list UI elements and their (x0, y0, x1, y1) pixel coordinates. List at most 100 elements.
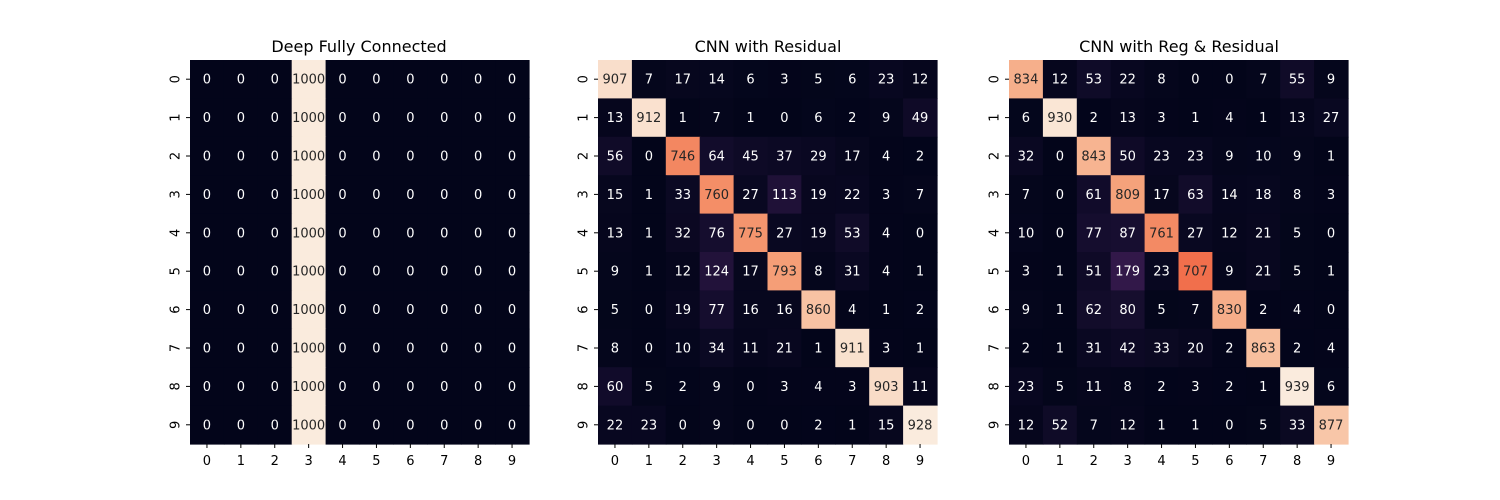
cell-value-label: 6 (814, 111, 822, 126)
heatmap-cell (903, 290, 938, 330)
cell-value-label: 0 (203, 188, 211, 203)
heatmap-cell (495, 213, 530, 253)
cell-value-label: 11 (1085, 380, 1102, 395)
cell-value-label: 32 (674, 226, 691, 241)
x-tick-label: 9 (916, 454, 924, 469)
heatmap-cell (835, 367, 870, 407)
cell-value-label: 0 (271, 265, 279, 280)
heatmap-cell (1212, 328, 1247, 368)
cell-value-label: 0 (372, 150, 380, 165)
cell-value-label: 2 (814, 418, 822, 433)
cell-value-label: 2 (1157, 380, 1165, 395)
cell-value-label: 0 (508, 380, 516, 395)
x-tick-label: 2 (1090, 454, 1098, 469)
heatmap-cell (869, 60, 904, 99)
cell-value-label: 13 (607, 226, 624, 241)
cell-value-label: 0 (372, 265, 380, 280)
x-tick-label: 3 (1124, 454, 1132, 469)
y-tick-label: 0 (577, 75, 592, 83)
heatmap-cell (598, 213, 633, 253)
cell-value-label: 8 (1157, 73, 1165, 88)
heatmap-cell (665, 98, 701, 138)
cell-value-label: 15 (878, 418, 895, 433)
heatmap-cell (393, 175, 428, 215)
heatmap-cell (1246, 60, 1281, 99)
heatmap-cell (1144, 328, 1180, 368)
cell-value-label: 23 (1153, 150, 1170, 165)
heatmap-cell (359, 290, 394, 330)
x-tick-label: 8 (474, 454, 482, 469)
heatmap-cell (1009, 213, 1044, 253)
cell-value-label: 3 (1191, 380, 1199, 395)
heatmap-cell (598, 328, 633, 368)
x-tick-label: 5 (780, 454, 788, 469)
heatmap-cell (1178, 252, 1213, 291)
heatmap-cell (427, 98, 462, 138)
heatmap-cell (1178, 98, 1213, 138)
cell-value-label: 0 (746, 380, 754, 395)
heatmap-cell (495, 367, 530, 407)
cell-value-label: 3 (1157, 111, 1165, 126)
cell-value-label: 15 (607, 188, 624, 203)
heatmap-cell (1314, 213, 1349, 253)
y-tick-label: 9 (988, 421, 1003, 429)
cell-value-label: 33 (1289, 418, 1306, 433)
heatmap-cell (733, 252, 769, 291)
heatmap-cell (393, 328, 428, 368)
heatmap-cell (1144, 136, 1180, 176)
cell-value-label: 2 (1225, 380, 1233, 395)
cell-value-label: 0 (271, 303, 279, 318)
heatmap-cell (359, 252, 394, 291)
cell-value-label: 0 (237, 111, 245, 126)
cell-value-label: 179 (1115, 265, 1140, 280)
cell-value-label: 33 (1153, 342, 1170, 357)
heatmap-cell (733, 136, 769, 176)
cell-value-label: 0 (746, 418, 754, 433)
cell-value-label: 0 (372, 73, 380, 88)
cell-value-label: 0 (508, 226, 516, 241)
cell-value-label: 843 (1081, 150, 1106, 165)
cell-value-label: 0 (237, 226, 245, 241)
cell-value-label: 5 (1259, 418, 1267, 433)
y-tick-label: 4 (169, 229, 184, 237)
heatmap-cell (1042, 60, 1078, 99)
heatmap-cell (733, 213, 769, 253)
cell-value-label: 45 (742, 150, 759, 165)
heatmap-cell (1042, 328, 1078, 368)
cell-value-label: 1000 (292, 226, 325, 241)
heatmap-cell (1314, 367, 1349, 407)
cell-value-label: 11 (912, 380, 929, 395)
cell-value-label: 3 (1327, 188, 1335, 203)
heatmap-cell (495, 405, 530, 445)
heatmap-cell (1212, 213, 1247, 253)
cell-value-label: 746 (670, 150, 695, 165)
cell-value-label: 4 (848, 303, 856, 318)
heatmap-cell (393, 136, 428, 176)
heatmap-cell (1178, 367, 1213, 407)
cell-value-label: 62 (1085, 303, 1102, 318)
heatmap-cell (1178, 175, 1213, 215)
heatmap-cell (801, 367, 836, 407)
cell-value-label: 3 (848, 380, 856, 395)
cell-value-label: 14 (1221, 188, 1238, 203)
heatmap-cell (393, 367, 428, 407)
cell-value-label: 0 (237, 418, 245, 433)
heatmap-cell (325, 136, 361, 176)
cell-value-label: 53 (844, 226, 861, 241)
cell-value-label: 16 (776, 303, 793, 318)
y-tick-label: 6 (169, 305, 184, 313)
heatmap-cell (733, 328, 769, 368)
heatmap-cell (1212, 136, 1247, 176)
heatmap-cell (291, 60, 327, 99)
heatmap-cell (393, 405, 428, 445)
cell-value-label: 0 (679, 418, 687, 433)
heatmap-cell (427, 252, 462, 291)
cell-value-label: 6 (848, 73, 856, 88)
cell-value-label: 0 (440, 188, 448, 203)
heatmap-cell (1076, 367, 1112, 407)
heatmap-cell (190, 328, 225, 368)
x-tick-label: 5 (1191, 454, 1199, 469)
cell-value-label: 1 (1259, 380, 1267, 395)
cell-value-label: 939 (1285, 380, 1310, 395)
heatmap-cell (699, 136, 735, 176)
